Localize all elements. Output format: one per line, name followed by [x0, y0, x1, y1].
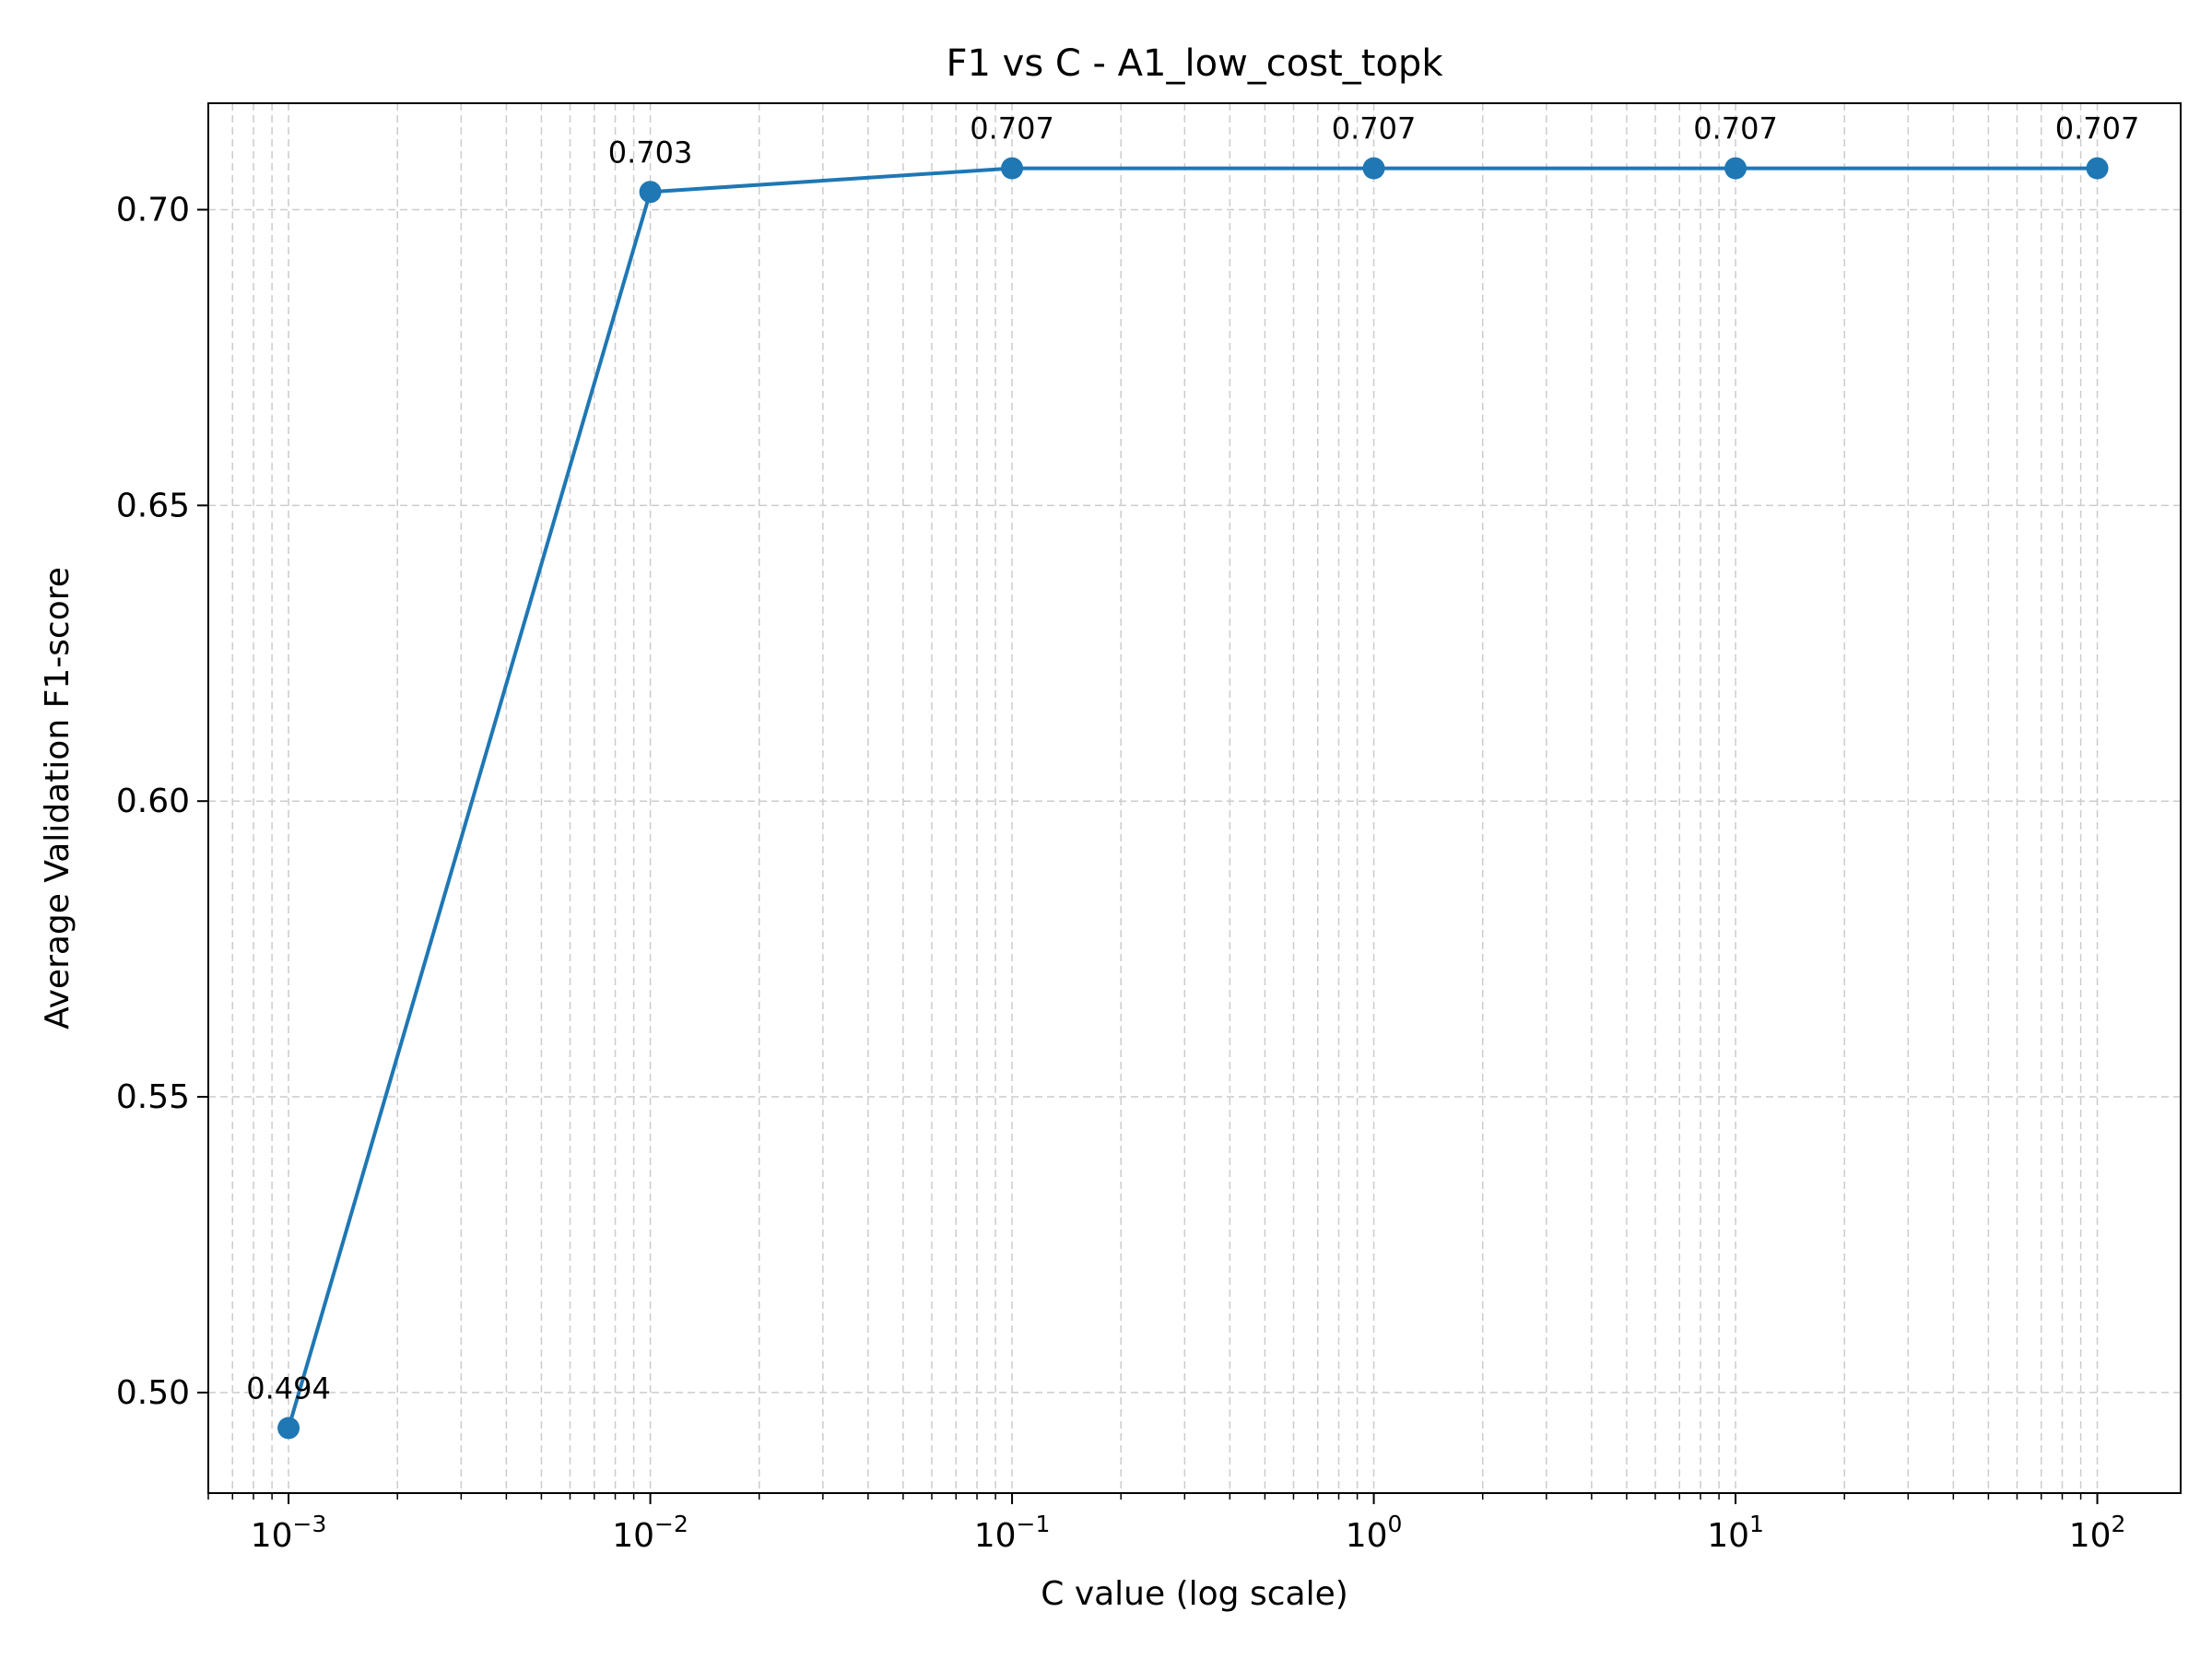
x-tick-label: 100: [1346, 1511, 1403, 1555]
x-tick-label: 102: [2069, 1511, 2126, 1555]
data-point: [1724, 157, 1747, 180]
y-tick-label: 0.60: [116, 782, 190, 820]
y-tick-label: 0.55: [116, 1078, 190, 1116]
data-label: 0.707: [1693, 112, 1778, 147]
data-point: [639, 181, 662, 204]
y-tick-label: 0.70: [116, 192, 190, 229]
axes: 10−3 10−2 10−1 100 101 102 0.50 0.55 0.60 0.65 0.7…: [116, 192, 2126, 1555]
data-point: [1362, 157, 1385, 180]
grid-lines: [207, 103, 2181, 1493]
data-label: 0.707: [1332, 112, 1417, 147]
data-point: [1001, 157, 1024, 180]
x-tick-label: 101: [1707, 1511, 1764, 1555]
data-label: 0.707: [2055, 112, 2140, 147]
y-tick-label: 0.50: [116, 1374, 190, 1412]
data-label: 0.707: [970, 112, 1054, 147]
plot-frame: [207, 102, 2182, 1494]
x-axis-label: C value (log scale): [1041, 1575, 1348, 1613]
series-line: [277, 157, 2109, 1440]
x-tick-label: 10−3: [251, 1511, 327, 1555]
data-label: 0.703: [608, 135, 693, 170]
x-tick-label: 10−2: [612, 1511, 688, 1555]
data-point: [277, 1417, 300, 1440]
chart-title: F1 vs C - A1_low_cost_topk: [946, 42, 1443, 85]
y-axis-label: Average Validation F1-score: [39, 567, 76, 1030]
y-tick-label: 0.65: [116, 487, 190, 524]
line-path: [287, 166, 2098, 1429]
x-tick-label: 10−1: [974, 1511, 1051, 1555]
data-label: 0.494: [246, 1371, 331, 1406]
data-point: [2086, 157, 2109, 180]
data-labels: 0.494 0.703 0.707 0.707 0.707 0.707: [246, 112, 2139, 1406]
